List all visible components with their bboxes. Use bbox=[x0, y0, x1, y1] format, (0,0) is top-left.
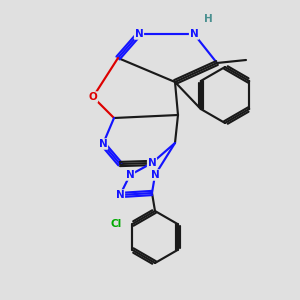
Text: O: O bbox=[88, 92, 98, 102]
Text: Cl: Cl bbox=[111, 219, 122, 229]
Text: N: N bbox=[190, 29, 198, 39]
Text: H: H bbox=[204, 14, 212, 24]
Text: N: N bbox=[135, 29, 143, 39]
Text: N: N bbox=[126, 170, 134, 180]
Text: N: N bbox=[99, 139, 107, 149]
Text: N: N bbox=[148, 158, 156, 168]
Text: N: N bbox=[116, 190, 124, 200]
Text: N: N bbox=[151, 170, 159, 180]
